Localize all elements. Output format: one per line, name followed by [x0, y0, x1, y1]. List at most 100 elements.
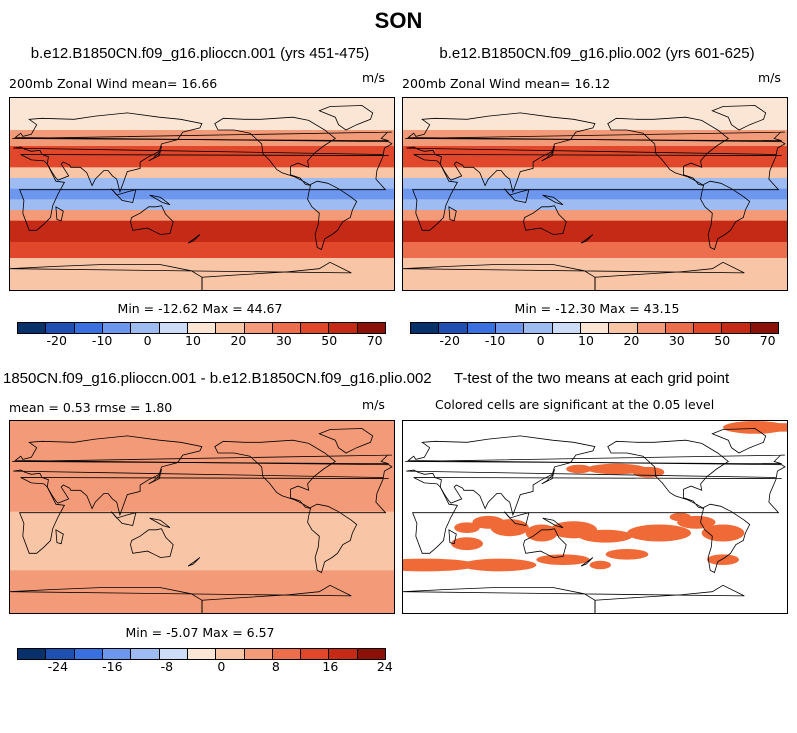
significant-cell: [605, 549, 649, 560]
colorbar-1: [17, 322, 386, 334]
panel2-title: b.e12.B1850CN.f09_g16.plio.002 (yrs 601-…: [439, 45, 755, 62]
colorbar-swatch-2: [74, 323, 103, 333]
coastline: [700, 180, 751, 251]
colorbar-swatch-1: [46, 323, 75, 333]
coastline: [187, 234, 201, 244]
coastline: [307, 180, 358, 251]
coastline: [148, 468, 162, 485]
coastline: [412, 154, 782, 231]
colorbar-swatch-7: [216, 649, 245, 659]
colorbar-tick-label: 16: [322, 659, 339, 674]
coastline: [13, 112, 393, 194]
colorbar-2: [410, 322, 779, 334]
coastline: [541, 145, 555, 162]
colorbar-swatch-10: [694, 323, 723, 333]
colorbar-swatch-8: [637, 323, 666, 333]
coastline: [19, 154, 389, 231]
colorbar-swatch-1: [46, 649, 75, 659]
coastline: [318, 105, 374, 131]
colorbar-swatch-0: [411, 323, 440, 333]
colorbar-swatch-12: [357, 323, 386, 333]
zonal-wind-band: [403, 231, 787, 243]
zonal-wind-band: [10, 210, 394, 222]
panel3-units: m/s: [362, 397, 385, 412]
colorbar-tick-label: 24: [376, 659, 393, 674]
colorbar-swatch-3: [102, 649, 132, 659]
coastline: [55, 206, 64, 222]
coastline: [403, 261, 745, 290]
coastline: [19, 477, 389, 554]
coastline: [503, 511, 530, 526]
coastline: [503, 188, 530, 203]
zonal-wind-band: [10, 167, 394, 179]
colorbar-swatch-8: [244, 323, 273, 333]
colorbar-swatch-3: [495, 323, 525, 333]
panel1-left-label: 200mb Zonal Wind mean= 16.66: [9, 76, 218, 91]
coastline: [607, 116, 729, 186]
panel1-units: m/s: [362, 70, 385, 85]
colorbar-swatch-7: [609, 323, 638, 333]
colorbar-swatch-4: [524, 323, 553, 333]
map-background: [403, 421, 787, 613]
colorbar-swatch-3: [102, 323, 132, 333]
colorbar-swatch-9: [665, 323, 695, 333]
zonal-wind-band: [10, 242, 394, 259]
panel2-stats: Min = -12.30 Max = 43.15: [514, 301, 680, 316]
colorbar-tick-label: 20: [623, 333, 640, 348]
colorbar-swatch-2: [74, 649, 103, 659]
significant-cell: [403, 558, 478, 572]
coastline: [711, 428, 767, 454]
colorbar-swatch-12: [357, 649, 386, 659]
significant-cell: [536, 554, 590, 565]
coastline: [406, 112, 786, 194]
significant-cell: [760, 423, 787, 432]
coastline: [448, 529, 457, 545]
colorbar-swatch-6: [580, 323, 610, 333]
coastline: [318, 428, 374, 454]
significant-cell: [461, 558, 537, 572]
colorbar-swatch-9: [272, 649, 302, 659]
colorbar-tick-label: 50: [714, 333, 731, 348]
colorbar-tick-label: 50: [321, 333, 338, 348]
zonal-wind-band: [403, 220, 787, 232]
colorbar-swatch-7: [216, 323, 245, 333]
zonal-wind-band: [10, 199, 394, 211]
colorbar-swatch-6: [187, 649, 217, 659]
zonal-wind-band: [403, 188, 787, 200]
panel2-units: m/s: [758, 70, 781, 85]
significant-cell: [579, 529, 633, 543]
panel2-left-label: 200mb Zonal Wind mean= 16.12: [402, 76, 611, 91]
coastline: [403, 584, 745, 613]
coastline: [130, 528, 174, 558]
colorbar-swatch-5: [159, 323, 188, 333]
significant-cell: [669, 512, 691, 522]
colorbar-tick-label: 8: [271, 659, 280, 674]
coastline: [523, 205, 567, 235]
panel4-title: T-test of the two means at each grid poi…: [454, 370, 730, 387]
zonal-wind-band: [403, 210, 787, 222]
significant-cell: [707, 554, 739, 565]
colorbar-tick-label: 0: [536, 333, 545, 348]
zonal-wind-band: [10, 178, 394, 190]
panel2-map: [402, 97, 788, 291]
colorbar-swatch-4: [131, 649, 160, 659]
coastline: [130, 205, 174, 235]
colorbar-tick-label: -20: [439, 333, 460, 348]
zonal-wind-band: [403, 178, 787, 190]
colorbar-swatch-11: [329, 323, 358, 333]
colorbar-swatch-11: [722, 323, 751, 333]
colorbar-swatch-10: [301, 323, 330, 333]
significant-cell: [627, 524, 691, 542]
significant-cell: [632, 466, 665, 478]
coastline: [700, 503, 751, 574]
zonal-wind-band: [10, 469, 394, 491]
coastline: [542, 517, 564, 529]
zonal-wind-band: [403, 242, 787, 259]
colorbar-tick-label: 20: [230, 333, 247, 348]
colorbar-swatch-12: [750, 323, 779, 333]
significant-cell: [451, 537, 483, 551]
zonal-wind-band: [403, 156, 787, 168]
panel3-map: [9, 420, 395, 614]
colorbar-swatch-6: [187, 323, 217, 333]
coastline: [607, 439, 729, 509]
